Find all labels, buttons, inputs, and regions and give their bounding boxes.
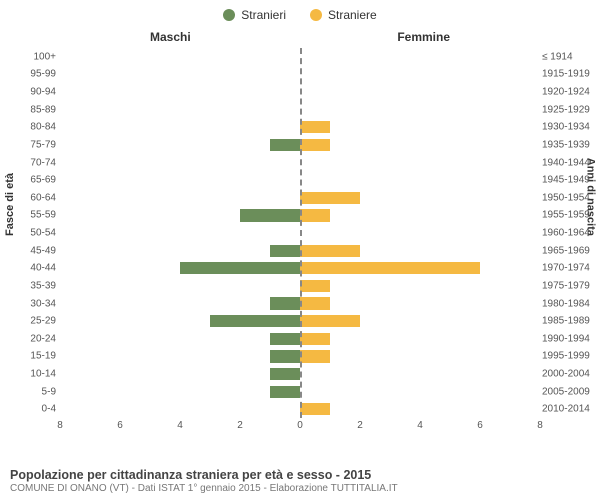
age-label: 45-49 bbox=[14, 245, 56, 256]
age-label: 70-74 bbox=[14, 157, 56, 168]
age-label: 30-34 bbox=[14, 298, 56, 309]
bar-female bbox=[300, 262, 480, 274]
age-label: 85-89 bbox=[14, 104, 56, 115]
age-label: 50-54 bbox=[14, 228, 56, 239]
bar-male bbox=[270, 368, 300, 380]
bar-male bbox=[180, 262, 300, 274]
bar-female bbox=[300, 209, 330, 221]
plot-area: 100+≤ 191495-991915-191990-941920-192485… bbox=[60, 48, 540, 418]
age-label: 15-19 bbox=[14, 351, 56, 362]
bar-male bbox=[270, 386, 300, 398]
birth-label: 2010-2014 bbox=[542, 404, 596, 415]
birth-label: 1925-1929 bbox=[542, 104, 596, 115]
age-label: 95-99 bbox=[14, 69, 56, 80]
age-label: 0-4 bbox=[14, 404, 56, 415]
birth-label: 1965-1969 bbox=[542, 245, 596, 256]
legend-item-female: Straniere bbox=[310, 8, 377, 22]
swatch-male bbox=[223, 9, 235, 21]
bar-female bbox=[300, 333, 330, 345]
bar-male bbox=[270, 139, 300, 151]
birth-label: 1930-1934 bbox=[542, 122, 596, 133]
chart: Maschi Femmine Fasce di età Anni di nasc… bbox=[0, 26, 600, 446]
bar-female bbox=[300, 121, 330, 133]
bar-male bbox=[240, 209, 300, 221]
bar-male bbox=[270, 297, 300, 309]
birth-label: 2000-2004 bbox=[542, 369, 596, 380]
legend-label-female: Straniere bbox=[328, 8, 377, 22]
bar-female bbox=[300, 139, 330, 151]
footer-title: Popolazione per cittadinanza straniera p… bbox=[10, 468, 590, 482]
age-label: 40-44 bbox=[14, 263, 56, 274]
birth-label: 1940-1944 bbox=[542, 157, 596, 168]
age-label: 20-24 bbox=[14, 333, 56, 344]
bar-male bbox=[270, 350, 300, 362]
center-line bbox=[300, 48, 302, 418]
birth-label: 1945-1949 bbox=[542, 175, 596, 186]
birth-label: 1985-1989 bbox=[542, 316, 596, 327]
birth-label: 1915-1919 bbox=[542, 69, 596, 80]
bar-female bbox=[300, 192, 360, 204]
x-tick: 0 bbox=[297, 420, 303, 431]
age-label: 55-59 bbox=[14, 210, 56, 221]
age-label: 80-84 bbox=[14, 122, 56, 133]
age-label: 65-69 bbox=[14, 175, 56, 186]
age-label: 35-39 bbox=[14, 280, 56, 291]
bar-male bbox=[270, 333, 300, 345]
bar-male bbox=[270, 245, 300, 257]
footer: Popolazione per cittadinanza straniera p… bbox=[10, 468, 590, 494]
legend-label-male: Stranieri bbox=[241, 8, 286, 22]
bar-female bbox=[300, 315, 360, 327]
x-tick: 2 bbox=[357, 420, 363, 431]
x-tick: 4 bbox=[417, 420, 423, 431]
x-tick: 2 bbox=[237, 420, 243, 431]
bar-female bbox=[300, 280, 330, 292]
birth-label: 1970-1974 bbox=[542, 263, 596, 274]
column-title-right: Femmine bbox=[397, 30, 450, 44]
age-label: 25-29 bbox=[14, 316, 56, 327]
x-axis: 8 6 4 2 0 2 4 6 8 bbox=[60, 420, 540, 436]
bar-female bbox=[300, 403, 330, 415]
age-label: 60-64 bbox=[14, 192, 56, 203]
legend-item-male: Stranieri bbox=[223, 8, 286, 22]
bar-female bbox=[300, 297, 330, 309]
x-tick: 8 bbox=[537, 420, 543, 431]
age-label: 100+ bbox=[14, 51, 56, 62]
column-title-left: Maschi bbox=[150, 30, 191, 44]
birth-label: 1955-1959 bbox=[542, 210, 596, 221]
age-label: 75-79 bbox=[14, 139, 56, 150]
birth-label: ≤ 1914 bbox=[542, 51, 596, 62]
footer-subtitle: COMUNE DI ONANO (VT) - Dati ISTAT 1° gen… bbox=[10, 483, 590, 494]
birth-label: 1920-1924 bbox=[542, 87, 596, 98]
bar-female bbox=[300, 350, 330, 362]
birth-label: 1995-1999 bbox=[542, 351, 596, 362]
bar-male bbox=[210, 315, 300, 327]
birth-label: 2005-2009 bbox=[542, 386, 596, 397]
age-label: 10-14 bbox=[14, 369, 56, 380]
birth-label: 1990-1994 bbox=[542, 333, 596, 344]
age-label: 90-94 bbox=[14, 87, 56, 98]
birth-label: 1975-1979 bbox=[542, 280, 596, 291]
birth-label: 1980-1984 bbox=[542, 298, 596, 309]
x-tick: 8 bbox=[57, 420, 63, 431]
swatch-female bbox=[310, 9, 322, 21]
birth-label: 1935-1939 bbox=[542, 139, 596, 150]
x-tick: 6 bbox=[477, 420, 483, 431]
birth-label: 1960-1964 bbox=[542, 228, 596, 239]
legend: Stranieri Straniere bbox=[0, 0, 600, 26]
birth-label: 1950-1954 bbox=[542, 192, 596, 203]
x-tick: 6 bbox=[117, 420, 123, 431]
age-label: 5-9 bbox=[14, 386, 56, 397]
x-tick: 4 bbox=[177, 420, 183, 431]
bar-female bbox=[300, 245, 360, 257]
